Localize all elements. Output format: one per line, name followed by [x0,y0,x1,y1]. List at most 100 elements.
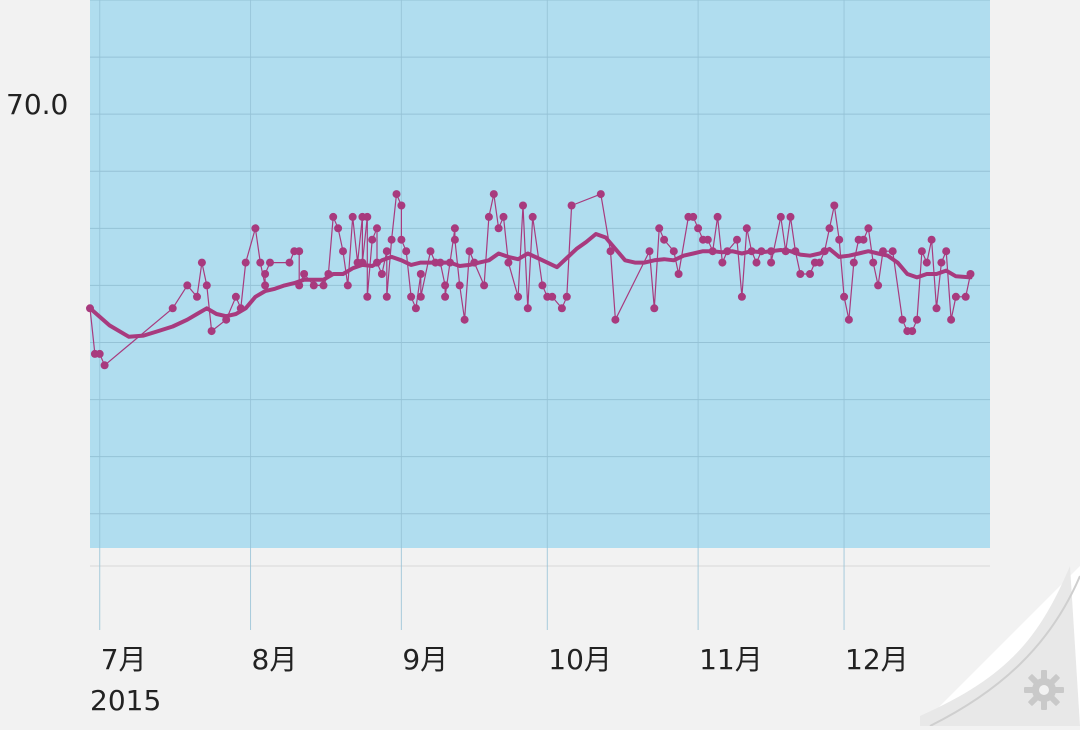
data-point [339,247,347,256]
data-point [484,212,493,221]
data-point [655,224,664,233]
data-point [348,212,357,221]
data-point [840,292,849,301]
data-point [660,235,669,244]
x-tick-label: 10月 [548,643,612,676]
data-point [251,224,260,233]
data-point [261,281,270,290]
data-point [786,212,795,221]
data-point [499,212,508,221]
data-point [737,292,746,301]
data-point [285,258,294,267]
data-point [411,304,420,313]
data-point [538,281,547,290]
data-point [261,270,270,278]
data-point [397,201,406,210]
data-point [231,292,240,301]
data-point [596,190,605,199]
data-point [888,247,897,256]
data-point [319,281,328,290]
data-point [742,224,751,233]
data-point [645,247,654,256]
data-point [806,270,814,278]
data-point [942,247,951,256]
data-point [441,281,450,290]
data-point [377,270,386,278]
data-point [519,201,527,210]
data-point [460,315,469,324]
data-point [329,212,338,221]
data-point [441,292,450,301]
data-point [197,258,206,267]
data-point [489,190,498,199]
data-point [611,315,620,324]
data-point [95,349,104,358]
data-point [898,315,907,324]
data-point [450,235,459,244]
data-point [825,224,834,233]
data-point [455,281,464,290]
data-point [295,247,304,256]
data-point [407,292,416,301]
data-point [669,247,678,256]
data-point [392,190,401,199]
data-point [416,292,425,301]
smoothed-series-line [88,232,973,339]
data-point [168,304,177,313]
data-point [480,281,489,290]
data-point [703,235,712,244]
data-point [961,292,970,301]
data-point [922,258,931,267]
data-point [908,327,917,336]
data-point [557,304,566,313]
data-point [300,270,309,278]
data-point [183,281,192,290]
data-point [363,212,372,221]
data-point [450,224,459,233]
data-point [207,327,216,336]
data-point [752,258,761,267]
year-label: 2015 [90,684,162,717]
data-point [562,292,571,301]
data-point [309,281,318,290]
x-tick-label: 11月 [699,643,763,676]
data-point [844,315,853,324]
data-point [241,258,250,267]
data-point [382,292,391,301]
data-point [767,258,776,267]
data-point [567,201,576,210]
data-point [947,315,956,324]
data-point [874,281,883,290]
data-point [835,235,844,244]
data-point [815,258,824,267]
series-group [86,190,975,370]
data-point [397,235,406,244]
data-point [937,258,946,267]
data-point [465,247,474,256]
data-point [859,235,868,244]
data-point [528,212,537,221]
data-point [713,212,722,221]
data-point [674,270,683,278]
data-point [796,270,805,278]
data-point [426,247,435,256]
data-point [256,258,265,267]
plot-background [90,0,990,548]
data-point [927,235,936,244]
data-point [913,315,921,324]
x-tick-label: 12月 [845,643,909,676]
data-point [266,258,274,267]
data-point [650,304,659,313]
x-tick-label: 8月 [251,643,298,676]
data-point [387,235,396,244]
data-point [694,224,703,233]
data-point [951,292,960,301]
data-point [202,281,211,290]
data-point [504,258,513,267]
data-point [343,281,352,290]
gear-icon[interactable] [1022,668,1066,712]
data-point [849,258,858,267]
data-point [776,212,785,221]
